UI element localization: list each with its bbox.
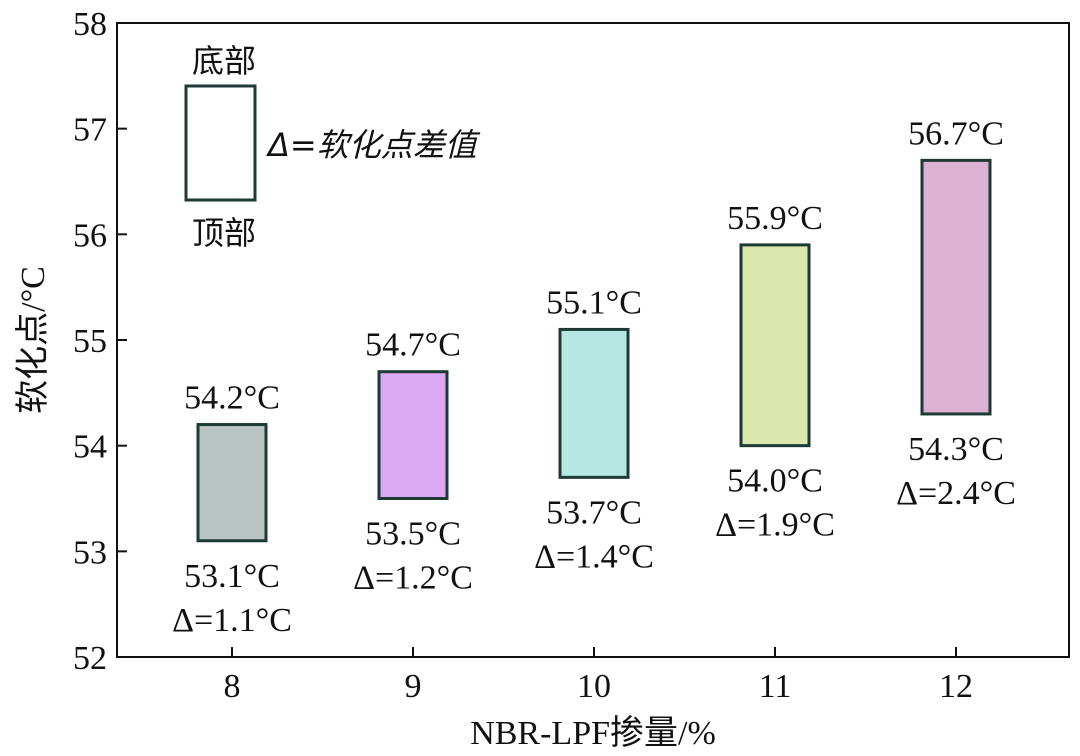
bar-bottom-label: 53.5°C [365, 516, 461, 553]
x-tick-label: 11 [759, 668, 792, 705]
bar-delta-label: Δ=1.2°C [353, 560, 473, 597]
range-bar [739, 243, 811, 448]
x-axis: 8 9 10 11 12 [224, 647, 973, 705]
y-tick-label: 53 [73, 534, 107, 571]
y-axis: 52 53 54 55 56 57 58 [73, 6, 127, 677]
bar-top-label: 55.1°C [546, 284, 642, 321]
bar-bottom-label: 53.7°C [546, 494, 642, 531]
legend-side-text: Δ=软化点差值 [265, 126, 481, 164]
legend-box [184, 84, 257, 202]
bar-top-label: 55.9°C [727, 200, 823, 237]
bar-bottom-label: 54.0°C [727, 463, 823, 500]
bar-delta-label: Δ=1.9°C [715, 507, 835, 544]
y-axis-title: 软化点/°C [14, 266, 52, 414]
range-bar [558, 327, 630, 479]
y-tick-label: 57 [73, 112, 107, 149]
x-tick-label: 8 [224, 668, 241, 705]
y-tick-label: 54 [73, 429, 107, 466]
y-tick-label: 56 [73, 217, 107, 254]
bar-top-label: 54.2°C [184, 380, 280, 417]
bar-delta-label: Δ=2.4°C [896, 475, 1016, 512]
range-bar [920, 158, 992, 416]
x-tick-label: 12 [939, 668, 973, 705]
range-bar [196, 423, 268, 543]
x-tick-label: 10 [577, 668, 611, 705]
legend-top-text: 底部 [192, 42, 256, 80]
y-tick-label: 55 [73, 323, 107, 360]
bar-bottom-label: 53.1°C [184, 558, 280, 595]
bar-top-label: 54.7°C [365, 327, 461, 364]
y-tick-label: 58 [73, 6, 107, 43]
bar-top-label: 56.7°C [908, 115, 1004, 152]
x-tick-label: 9 [405, 668, 422, 705]
x-axis-title: NBR-LPF掺量/% [470, 714, 716, 752]
bar-bottom-label: 54.3°C [908, 431, 1004, 468]
y-tick-label: 52 [73, 640, 107, 677]
bar-delta-label: Δ=1.4°C [534, 538, 654, 575]
range-bar [377, 370, 449, 501]
bars-layer: 54.2°C 53.1°C Δ=1.1°C 54.7°C 53.5°C Δ=1.2°C 55… [172, 115, 1016, 638]
bar-delta-label: Δ=1.1°C [172, 602, 292, 639]
legend-bottom-text: 顶部 [192, 214, 256, 252]
legend: 底部 顶部 Δ=软化点差值 [184, 42, 481, 252]
